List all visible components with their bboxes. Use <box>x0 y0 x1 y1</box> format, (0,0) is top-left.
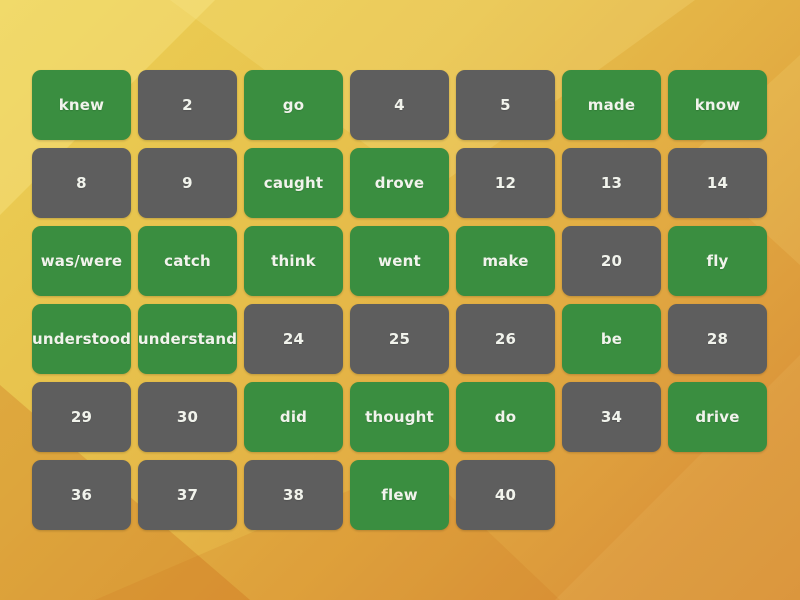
number-tile[interactable]: 2 <box>138 70 237 140</box>
word-tile[interactable]: did <box>244 382 343 452</box>
word-tile[interactable]: think <box>244 226 343 296</box>
word-tile[interactable]: was/were <box>32 226 131 296</box>
number-tile[interactable]: 37 <box>138 460 237 530</box>
number-tile[interactable]: 28 <box>668 304 767 374</box>
number-tile[interactable]: 25 <box>350 304 449 374</box>
word-tile[interactable]: understand <box>138 304 237 374</box>
word-tile[interactable]: catch <box>138 226 237 296</box>
word-tile[interactable]: do <box>456 382 555 452</box>
word-tile[interactable]: made <box>562 70 661 140</box>
number-tile[interactable]: 29 <box>32 382 131 452</box>
number-tile[interactable]: 30 <box>138 382 237 452</box>
word-tile[interactable]: caught <box>244 148 343 218</box>
number-tile[interactable]: 14 <box>668 148 767 218</box>
word-tile[interactable]: know <box>668 70 767 140</box>
number-tile[interactable]: 20 <box>562 226 661 296</box>
number-tile[interactable]: 13 <box>562 148 661 218</box>
word-tile[interactable]: understood <box>32 304 131 374</box>
number-tile[interactable]: 34 <box>562 382 661 452</box>
number-tile[interactable]: 9 <box>138 148 237 218</box>
word-tile[interactable]: drove <box>350 148 449 218</box>
word-tile[interactable]: flew <box>350 460 449 530</box>
number-tile[interactable]: 26 <box>456 304 555 374</box>
word-tile[interactable]: drive <box>668 382 767 452</box>
word-tile[interactable]: went <box>350 226 449 296</box>
word-tile[interactable]: go <box>244 70 343 140</box>
word-tile[interactable]: be <box>562 304 661 374</box>
number-tile[interactable]: 4 <box>350 70 449 140</box>
word-tile[interactable]: thought <box>350 382 449 452</box>
number-tile[interactable]: 38 <box>244 460 343 530</box>
number-tile[interactable]: 24 <box>244 304 343 374</box>
match-board: knew 2 go 4 5 made know 8 9 caught drove 12 13 14 was/… <box>32 70 768 530</box>
number-tile[interactable]: 12 <box>456 148 555 218</box>
number-tile[interactable]: 36 <box>32 460 131 530</box>
number-tile[interactable]: 8 <box>32 148 131 218</box>
word-tile[interactable]: make <box>456 226 555 296</box>
word-tile[interactable]: knew <box>32 70 131 140</box>
number-tile[interactable]: 5 <box>456 70 555 140</box>
word-tile[interactable]: fly <box>668 226 767 296</box>
number-tile[interactable]: 40 <box>456 460 555 530</box>
